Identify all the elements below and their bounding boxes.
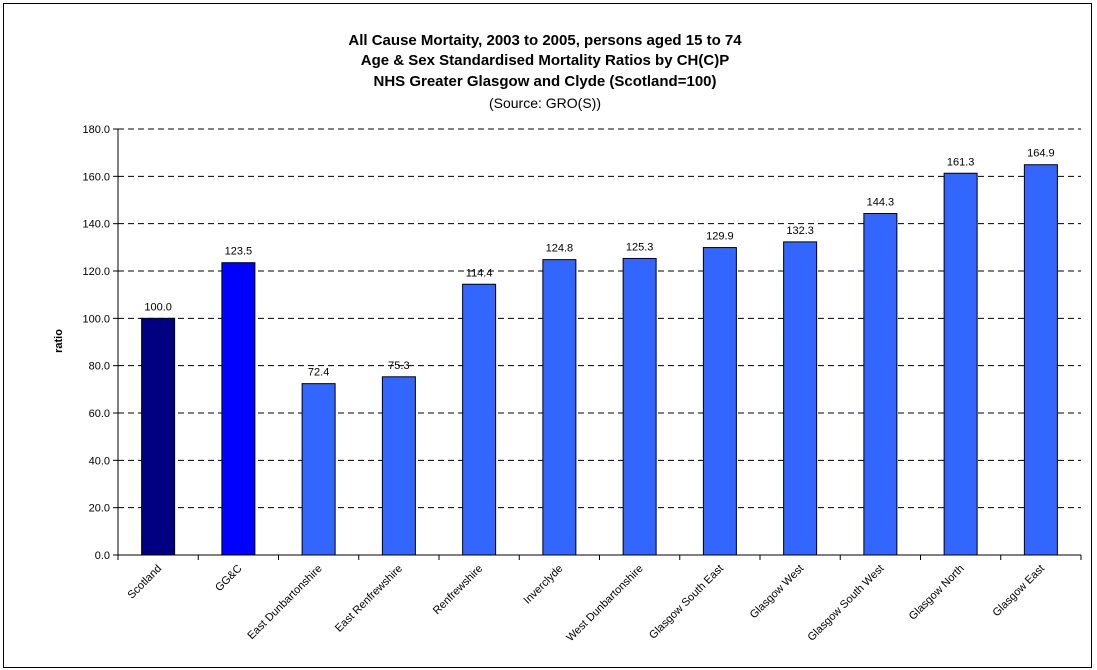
- chart-title-block: All Cause Mortaity, 2003 to 2005, person…: [348, 32, 742, 111]
- data-label-9: 144.3: [867, 196, 895, 208]
- data-label-11: 164.9: [1027, 148, 1055, 160]
- x-tick-label-3: East Renfrewshire: [333, 563, 405, 635]
- data-labels: 100.0 123.5 72.4 75.3 114.4 124.8 125.3 129.9 13…: [144, 148, 1054, 379]
- chart-title-line-1: All Cause Mortaity, 2003 to 2005, person…: [348, 32, 742, 49]
- bar-6: [622, 257, 657, 556]
- y-tick-label-4: 80.0: [89, 361, 110, 373]
- x-tick-label-2: East Dunbartonshire: [245, 563, 324, 642]
- chart-title-line-3: NHS Greater Glasgow and Clyde (Scotland=…: [373, 73, 716, 90]
- x-tick-label-8: Glasgow West: [748, 563, 806, 621]
- chart-title-line-2: Age & Sex Standardised Mortality Ratios …: [361, 52, 729, 69]
- axes: [113, 128, 1082, 560]
- y-tick-label-6: 120.0: [82, 266, 110, 278]
- data-label-7: 129.9: [706, 231, 734, 243]
- y-tick-label-8: 160.0: [82, 171, 110, 183]
- x-tick-label-1: GG&C: [213, 563, 244, 594]
- y-tick-labels: 0.0 20.0 40.0 60.0 80.0 100.0 120.0 140.0 160.0 1…: [82, 124, 110, 562]
- chart-frame: All Cause Mortaity, 2003 to 2005, person…: [3, 3, 1092, 668]
- y-tick-label-0: 0.0: [95, 550, 110, 562]
- x-tick-label-4: Renfrewshire: [431, 563, 485, 617]
- data-label-10: 161.3: [947, 156, 975, 168]
- x-tick-label-9: Glasgow South West: [806, 563, 887, 644]
- data-label-2: 72.4: [308, 367, 329, 379]
- x-tick-label-10: Glasgow North: [907, 563, 967, 623]
- y-tick-label-1: 20.0: [89, 503, 110, 515]
- bar-2: [301, 383, 336, 556]
- y-tick-label-3: 60.0: [89, 408, 110, 420]
- bar-5: [542, 259, 577, 556]
- gridlines: [118, 128, 1081, 509]
- bar-4: [462, 283, 497, 556]
- bar-10: [943, 172, 978, 556]
- data-label-5: 124.8: [546, 243, 574, 255]
- data-label-4: 114.4: [466, 267, 493, 279]
- x-tick-label-6: West Dunbartonshire: [564, 563, 645, 644]
- y-tick-label-5: 100.0: [82, 313, 110, 325]
- bar-9: [863, 212, 898, 556]
- bars: [141, 164, 1058, 556]
- x-tick-labels: Scotland GG&C East Dunbartonshire East Renf…: [125, 563, 1047, 644]
- bar-0: [141, 317, 176, 556]
- x-tick-label-7: Glasgow South East: [647, 563, 726, 642]
- y-tick-label-9: 180.0: [82, 124, 110, 136]
- chart-subtitle: (Source: GRO(S)): [489, 95, 601, 111]
- bar-11: [1023, 164, 1058, 556]
- bar-1: [221, 262, 256, 556]
- x-tick-label-11: Glasgow East: [991, 563, 1047, 619]
- y-tick-label-2: 40.0: [89, 455, 110, 467]
- y-tick-label-7: 140.0: [82, 219, 110, 231]
- data-label-6: 125.3: [626, 241, 654, 253]
- data-label-8: 132.3: [786, 225, 814, 237]
- y-axis-label: ratio: [53, 329, 65, 353]
- mortality-ratio-bar-chart: All Cause Mortaity, 2003 to 2005, person…: [53, 32, 1082, 644]
- data-label-0: 100.0: [144, 301, 172, 313]
- x-tick-label-5: Inverclyde: [522, 563, 566, 607]
- bar-3: [381, 376, 416, 556]
- bar-8: [783, 241, 818, 556]
- data-label-1: 123.5: [225, 246, 253, 258]
- bar-7: [702, 247, 737, 556]
- x-tick-label-0: Scotland: [125, 563, 164, 602]
- data-label-3: 75.3: [388, 360, 409, 372]
